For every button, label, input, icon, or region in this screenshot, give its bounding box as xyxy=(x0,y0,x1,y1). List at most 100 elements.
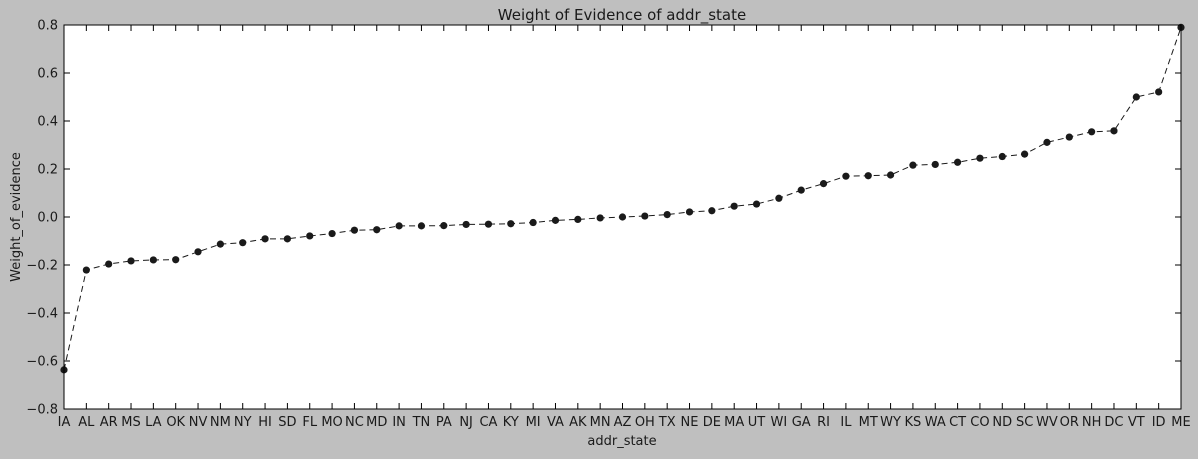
x-tick-label: MI xyxy=(526,415,541,430)
x-tick-label: HI xyxy=(258,415,272,430)
data-point-ky xyxy=(507,220,515,228)
x-tick-label: NV xyxy=(189,415,208,430)
x-tick-label: MA xyxy=(724,415,744,430)
x-tick-label: MN xyxy=(590,415,611,430)
x-tick-label: WY xyxy=(880,415,901,430)
data-point-wy xyxy=(886,171,895,179)
x-tick-label: AK xyxy=(569,415,587,430)
data-point-mt xyxy=(864,172,872,180)
y-tick-label: −0.2 xyxy=(26,259,58,274)
data-point-or xyxy=(1065,133,1073,141)
x-tick-label: VA xyxy=(547,415,564,430)
y-tick-label: 0.0 xyxy=(37,211,58,226)
x-tick-label: VT xyxy=(1128,415,1145,430)
x-tick-label: CA xyxy=(479,415,497,430)
x-tick-label: KY xyxy=(503,415,519,430)
data-point-dc xyxy=(1110,127,1118,135)
data-point-il xyxy=(842,172,850,180)
x-axis-label: addr_state xyxy=(587,434,656,449)
x-tick-label: TN xyxy=(412,415,431,430)
data-point-mn xyxy=(596,214,604,222)
data-point-ct xyxy=(954,158,962,166)
data-point-wv xyxy=(1043,138,1051,146)
data-point-id xyxy=(1155,88,1163,96)
data-point-va xyxy=(551,216,560,224)
data-point-ks xyxy=(909,161,917,169)
data-point-az xyxy=(618,213,627,221)
data-point-ri xyxy=(819,180,828,188)
y-tick-label: −0.4 xyxy=(26,307,58,322)
x-tick-label: GA xyxy=(792,415,811,430)
x-tick-label: FL xyxy=(302,415,317,430)
x-tick-label: NE xyxy=(681,415,699,430)
x-tick-label: CO xyxy=(970,415,989,430)
data-point-nc xyxy=(350,226,359,234)
x-tick-label: WV xyxy=(1036,415,1058,430)
x-tick-label: MD xyxy=(366,415,387,430)
data-point-co xyxy=(976,154,984,162)
data-point-tx xyxy=(663,211,671,219)
data-point-sd xyxy=(283,235,291,243)
data-point-sc xyxy=(1021,150,1029,158)
data-point-pa xyxy=(440,222,448,230)
data-point-ar xyxy=(105,260,113,268)
data-point-ne xyxy=(685,208,694,216)
x-tick-label: UT xyxy=(748,415,766,430)
data-point-nd xyxy=(998,152,1006,161)
x-tick-label: IL xyxy=(840,415,852,430)
data-point-hi xyxy=(261,235,269,243)
data-point-fl xyxy=(306,232,314,240)
x-tick-label: IA xyxy=(58,415,71,430)
data-point-nv xyxy=(194,248,202,256)
x-tick-label: MO xyxy=(321,415,342,430)
x-tick-label: MS xyxy=(121,415,140,430)
x-tick-label: WA xyxy=(925,415,946,430)
x-tick-label: OR xyxy=(1060,415,1079,430)
x-tick-label: DE xyxy=(703,415,721,430)
data-point-in xyxy=(395,222,403,230)
y-tick-label: 0.4 xyxy=(37,115,58,130)
x-tick-label: DC xyxy=(1104,415,1123,430)
x-tick-label: KS xyxy=(905,415,922,430)
x-tick-label: NY xyxy=(234,415,252,430)
x-tick-label: OH xyxy=(635,415,655,430)
x-tick-label: ND xyxy=(992,415,1012,430)
x-tick-label: ID xyxy=(1152,415,1166,430)
x-tick-label: OK xyxy=(166,415,185,430)
data-point-ga xyxy=(797,186,805,194)
x-tick-label: ME xyxy=(1171,415,1190,430)
x-tick-label: NC xyxy=(345,415,364,430)
data-point-al xyxy=(82,266,90,274)
chart-title: Weight of Evidence of addr_state xyxy=(498,6,746,25)
x-tick-label: RI xyxy=(817,415,830,430)
x-tick-label: IN xyxy=(392,415,406,430)
data-point-ca xyxy=(484,220,493,228)
data-point-nj xyxy=(462,220,470,229)
x-tick-label: PA xyxy=(436,415,452,430)
x-tick-label: NH xyxy=(1082,415,1102,430)
y-tick-label: 0.6 xyxy=(37,67,58,82)
x-tick-label: TX xyxy=(658,415,676,430)
data-point-ms xyxy=(127,257,135,265)
y-tick-label: 0.8 xyxy=(37,19,58,34)
x-tick-label: AZ xyxy=(614,415,632,430)
data-point-la xyxy=(149,256,157,264)
x-tick-label: AR xyxy=(100,415,118,430)
y-axis-label: Weight_of_evidence xyxy=(9,152,24,282)
data-point-tn xyxy=(417,222,426,230)
x-tick-label: AL xyxy=(78,415,95,430)
data-point-mi xyxy=(529,218,537,227)
x-tick-label: LA xyxy=(145,415,162,430)
x-tick-label: CT xyxy=(949,415,966,430)
x-tick-label: NJ xyxy=(459,415,473,430)
data-point-mo xyxy=(328,229,336,238)
y-tick-label: 0.2 xyxy=(37,163,58,178)
data-point-ny xyxy=(239,239,247,247)
data-point-ut xyxy=(752,200,761,208)
data-point-oh xyxy=(641,212,649,220)
plot-frame xyxy=(63,24,1182,410)
x-tick-label: NM xyxy=(210,415,231,430)
data-point-wi xyxy=(775,194,783,202)
